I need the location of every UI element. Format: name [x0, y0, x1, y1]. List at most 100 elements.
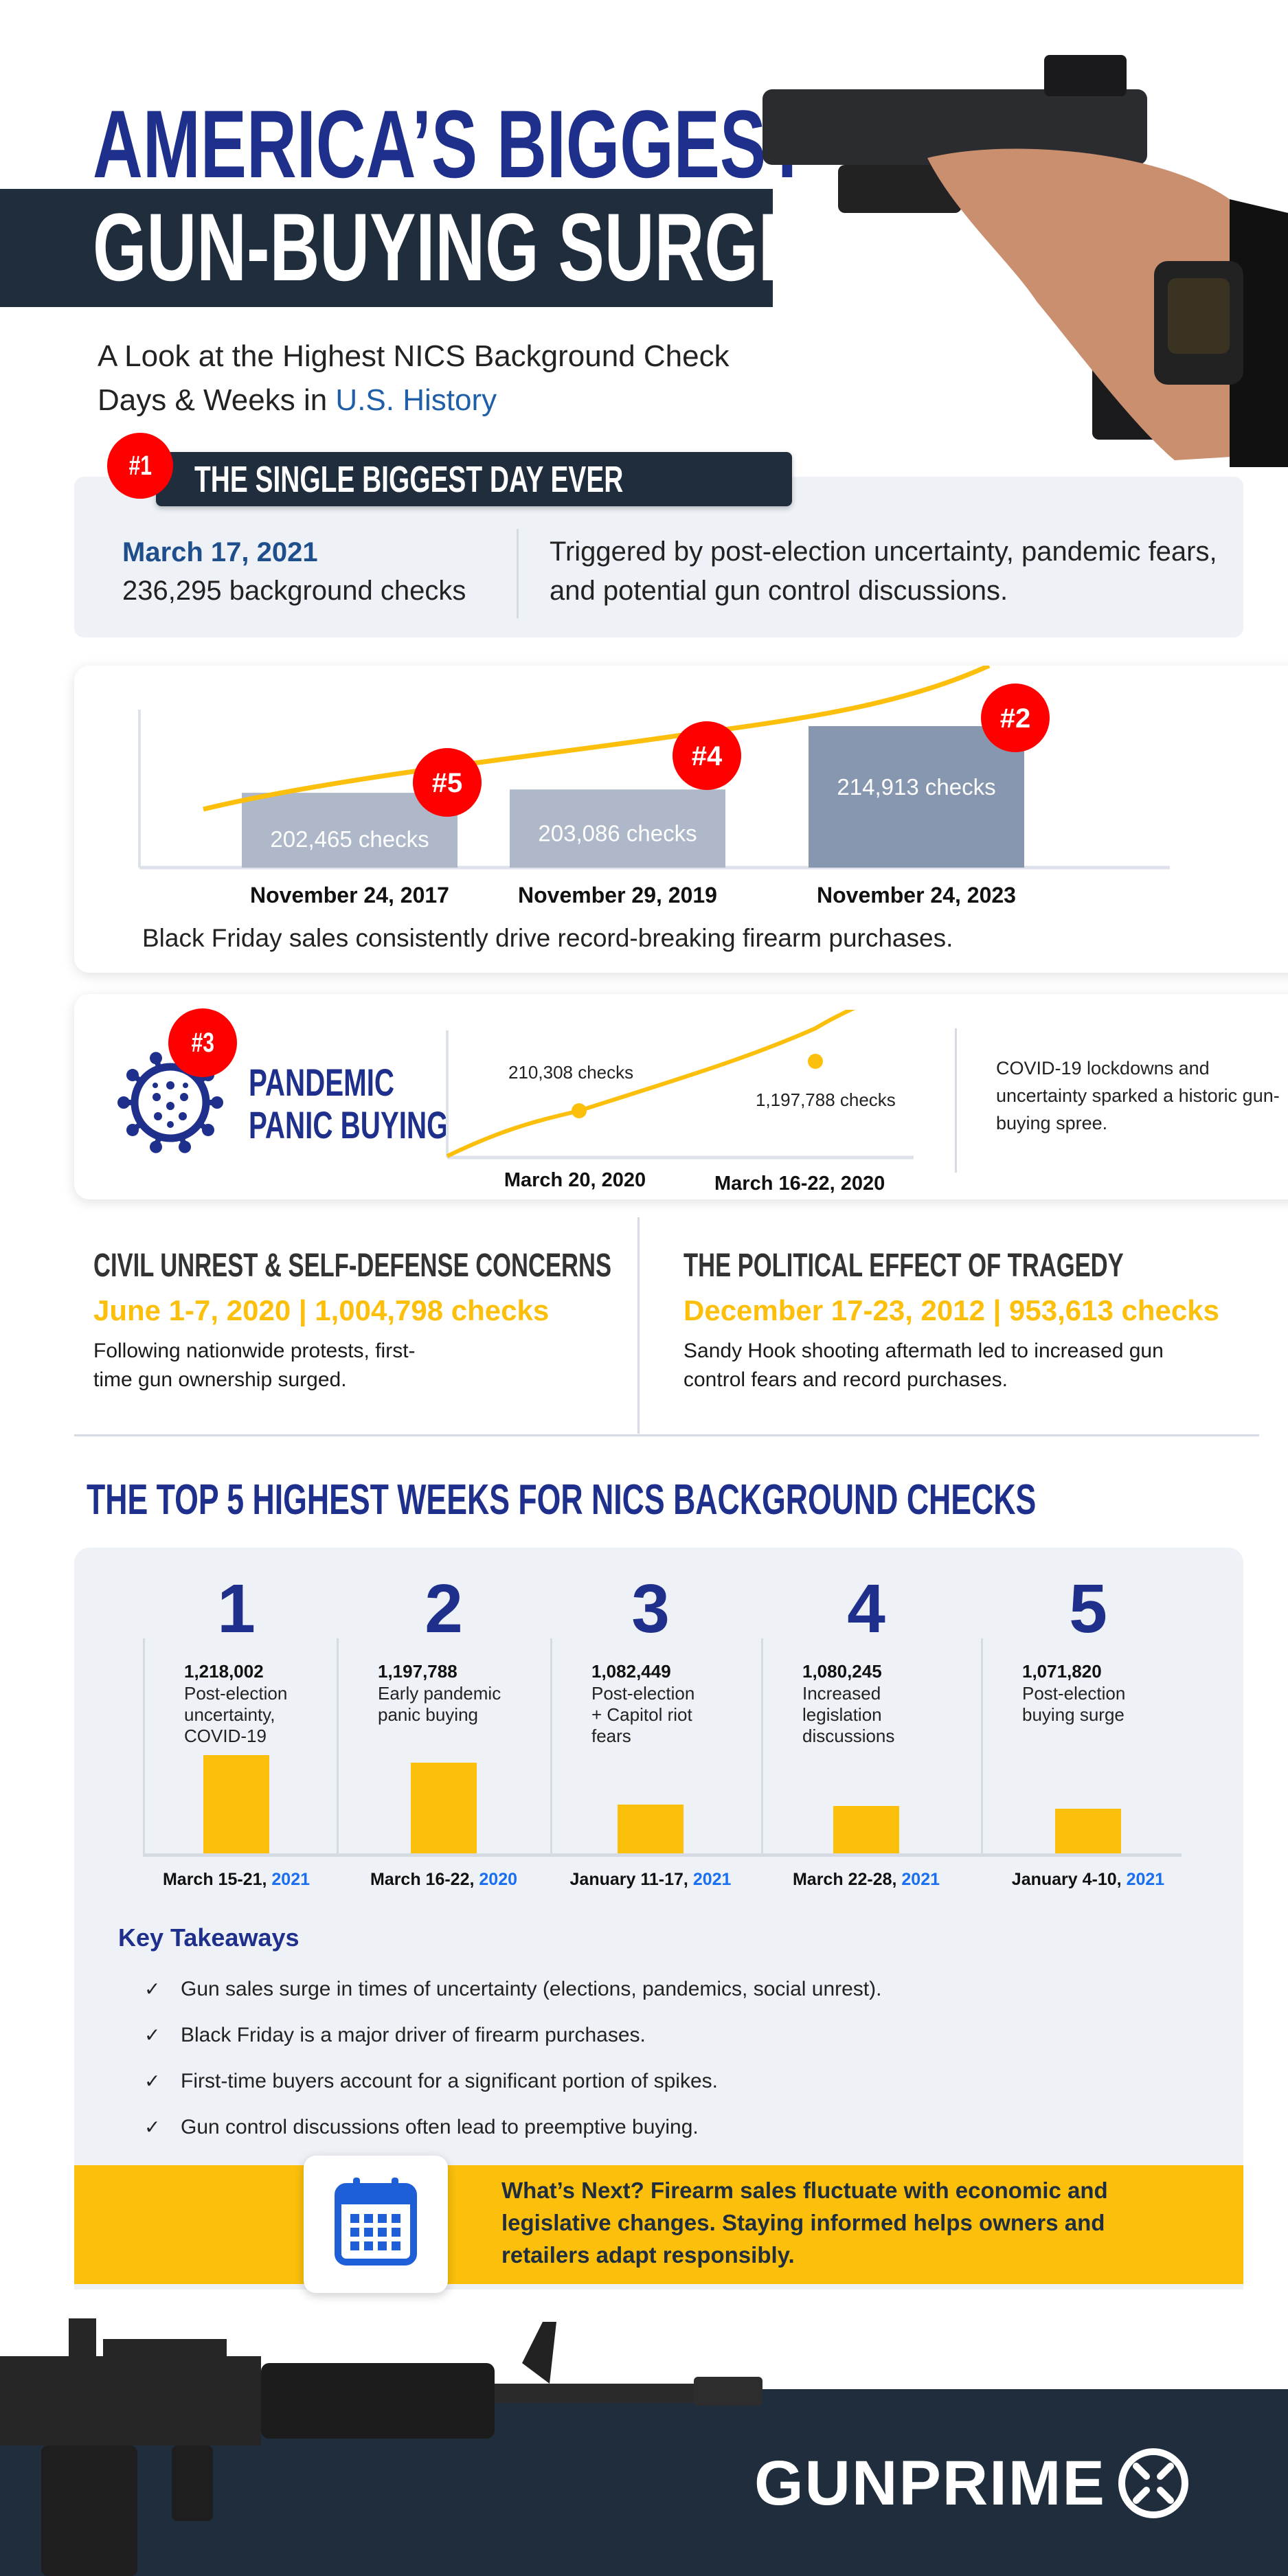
heading-text: THE SINGLE BIGGEST DAY EVER [194, 459, 624, 500]
check-icon: ✓ [144, 2070, 161, 2092]
black-friday-chart: 202,465 checks November 24, 2017 203,086 c… [138, 666, 1170, 907]
x-tick-label: November 24, 2017 [250, 883, 449, 907]
calendar-cell [378, 2241, 387, 2250]
takeaways-heading: Key Takeaways [118, 1923, 300, 1952]
badge-text: #5 [432, 768, 463, 798]
badge-text: #2 [1000, 703, 1031, 734]
takeaway-text: First-time buyers account for a signific… [181, 2069, 718, 2092]
top5-heading: THE TOP 5 HIGHEST WEEKS FOR NICS BACKGRO… [87, 1476, 1288, 1524]
calendar-cell [392, 2228, 400, 2237]
pandemic-divider [955, 1028, 957, 1173]
check-icon: ✓ [144, 2116, 161, 2138]
section-heading: THE POLITICAL EFFECT OF TRAGEDY [683, 1247, 1124, 1284]
political-section: THE POLITICAL EFFECT OF TRAGEDY December… [683, 1247, 1288, 1392]
rank-badge-1: #1 [107, 433, 173, 499]
calendar-cell [392, 2214, 400, 2223]
check-icon: ✓ [144, 2024, 161, 2046]
body-text: control fears and record purchases. [683, 1368, 1008, 1391]
section-heading: CIVIL UNREST & SELF-DEFENSE CONCERNS [93, 1247, 611, 1284]
text-line: retailers adapt responsibly. [501, 2242, 795, 2268]
data-point [572, 1103, 587, 1118]
x-tick-label: November 24, 2023 [817, 883, 1016, 907]
takeaway-item: ✓ Gun control discussions often lead to p… [144, 2104, 881, 2150]
title-text: GUN-BUYING SURGES [93, 193, 851, 301]
calendar-cell [364, 2228, 373, 2237]
takeaway-item: ✓ First-time buyers account for a signifi… [144, 2058, 881, 2104]
x-tick-label: March 16-22, 2020 [714, 1173, 885, 1195]
takeaway-item: ✓ Gun sales surge in times of uncertainty… [144, 1966, 881, 2012]
rank-badge [673, 721, 741, 790]
civil-unrest-section: CIVIL UNREST & SELF-DEFENSE CONCERNS Jun… [93, 1247, 813, 1392]
badge-text: #4 [692, 741, 723, 771]
takeaway-text: Black Friday is a major driver of firear… [181, 2023, 646, 2046]
bar [242, 793, 457, 868]
calendar-cell [378, 2228, 387, 2237]
rank-badge-3: #3 [168, 1008, 237, 1077]
badge-text: #3 [191, 1027, 214, 1058]
section-divider [637, 1217, 640, 1434]
text-line: legislative changes. Staying informed he… [501, 2210, 1105, 2235]
heading-text: THE TOP 5 HIGHEST WEEKS FOR NICS BACKGRO… [87, 1476, 1037, 1524]
takeaway-item: ✓ Black Friday is a major driver of firea… [144, 2012, 881, 2058]
title-text: PANDEMIC [249, 1061, 395, 1104]
subtitle-highlight: U.S. History [335, 383, 497, 417]
data-label: 210,308 checks [508, 1062, 633, 1083]
title-text: AMERICA’S BIGGEST [93, 90, 809, 198]
gunprime-logo: GUNPRIME [754, 2445, 1191, 2521]
pistol-hand-image [762, 55, 1288, 467]
pandemic-chart: 210,308 checks March 20, 2020 1,197,788 ch… [446, 1010, 914, 1195]
calendar-cell [350, 2214, 359, 2223]
pandemic-description: COVID-19 lockdowns and uncertainty spark… [996, 1058, 1280, 1133]
pandemic-card [74, 994, 1288, 1199]
single-day-description: Triggered by post-election uncertainty, … [550, 536, 1217, 606]
body-text: Sandy Hook shooting aftermath led to inc… [683, 1340, 1164, 1362]
pandemic-title: PANDEMIC PANIC BUYING [249, 1061, 526, 1146]
rank-badge [981, 683, 1050, 752]
calendar-cell [350, 2241, 359, 2250]
data-label: 203,086 checks [538, 820, 697, 846]
rifle-image [0, 2318, 762, 2576]
x-tick-label: November 29, 2019 [518, 883, 717, 907]
whats-next-band [74, 2165, 1243, 2284]
takeaways-list: ✓ Gun sales surge in times of uncertainty… [144, 1966, 881, 2150]
calendar-icon-box [304, 2156, 448, 2293]
bar [510, 789, 725, 868]
title-band [0, 189, 773, 307]
calendar-cell [364, 2214, 373, 2223]
calendar-cell [350, 2228, 359, 2237]
stat-text: December 17-23, 2012 | 953,613 checks [683, 1294, 1219, 1326]
trend-line [203, 666, 991, 812]
single-day-banner [156, 452, 792, 506]
section-rule [74, 1434, 1259, 1436]
bar [809, 726, 1024, 868]
title-line-2: GUN-BUYING SURGES [93, 199, 1145, 295]
data-label: 202,465 checks [270, 826, 429, 852]
badge-text: #1 [128, 450, 152, 481]
subtitle-prefix: Days & Weeks in [98, 383, 336, 417]
subtitle: A Look at the Highest NICS Background Ch… [98, 335, 730, 422]
single-day-divider [517, 529, 519, 618]
title-line-1: AMERICA’S BIGGEST [93, 96, 1087, 192]
data-label: 214,913 checks [837, 774, 995, 800]
data-label: 1,197,788 checks [756, 1089, 896, 1110]
body-text: time gun ownership surged. [93, 1368, 347, 1391]
calendar-cell [378, 2214, 387, 2223]
crosshair-logo-icon [1118, 2448, 1188, 2518]
x-tick-label: March 20, 2020 [504, 1169, 646, 1191]
calendar-cell [364, 2241, 373, 2250]
single-day-heading: THE SINGLE BIGGEST DAY EVER [194, 457, 790, 501]
check-icon: ✓ [144, 1978, 161, 2000]
single-day-checks: 236,295 background checks [122, 576, 466, 606]
logo-text: GUNPRIME [754, 2448, 1106, 2518]
rank-badge [413, 748, 482, 817]
black-friday-caption: Black Friday sales consistently drive re… [142, 924, 953, 952]
stat-text: June 1-7, 2020 | 1,004,798 checks [93, 1294, 550, 1326]
subtitle-line: A Look at the Highest NICS Background Ch… [98, 339, 730, 373]
data-point [808, 1054, 823, 1069]
title-text: PANIC BUYING [249, 1103, 449, 1146]
body-text: Following nationwide protests, first- [93, 1340, 416, 1362]
whats-next-text: What’s Next? Firearm sales fluctuate wit… [501, 2174, 1108, 2271]
calendar-icon [335, 2178, 417, 2266]
text-line: What’s Next? Firearm sales fluctuate wit… [501, 2178, 1108, 2203]
trend-line [446, 1010, 856, 1158]
